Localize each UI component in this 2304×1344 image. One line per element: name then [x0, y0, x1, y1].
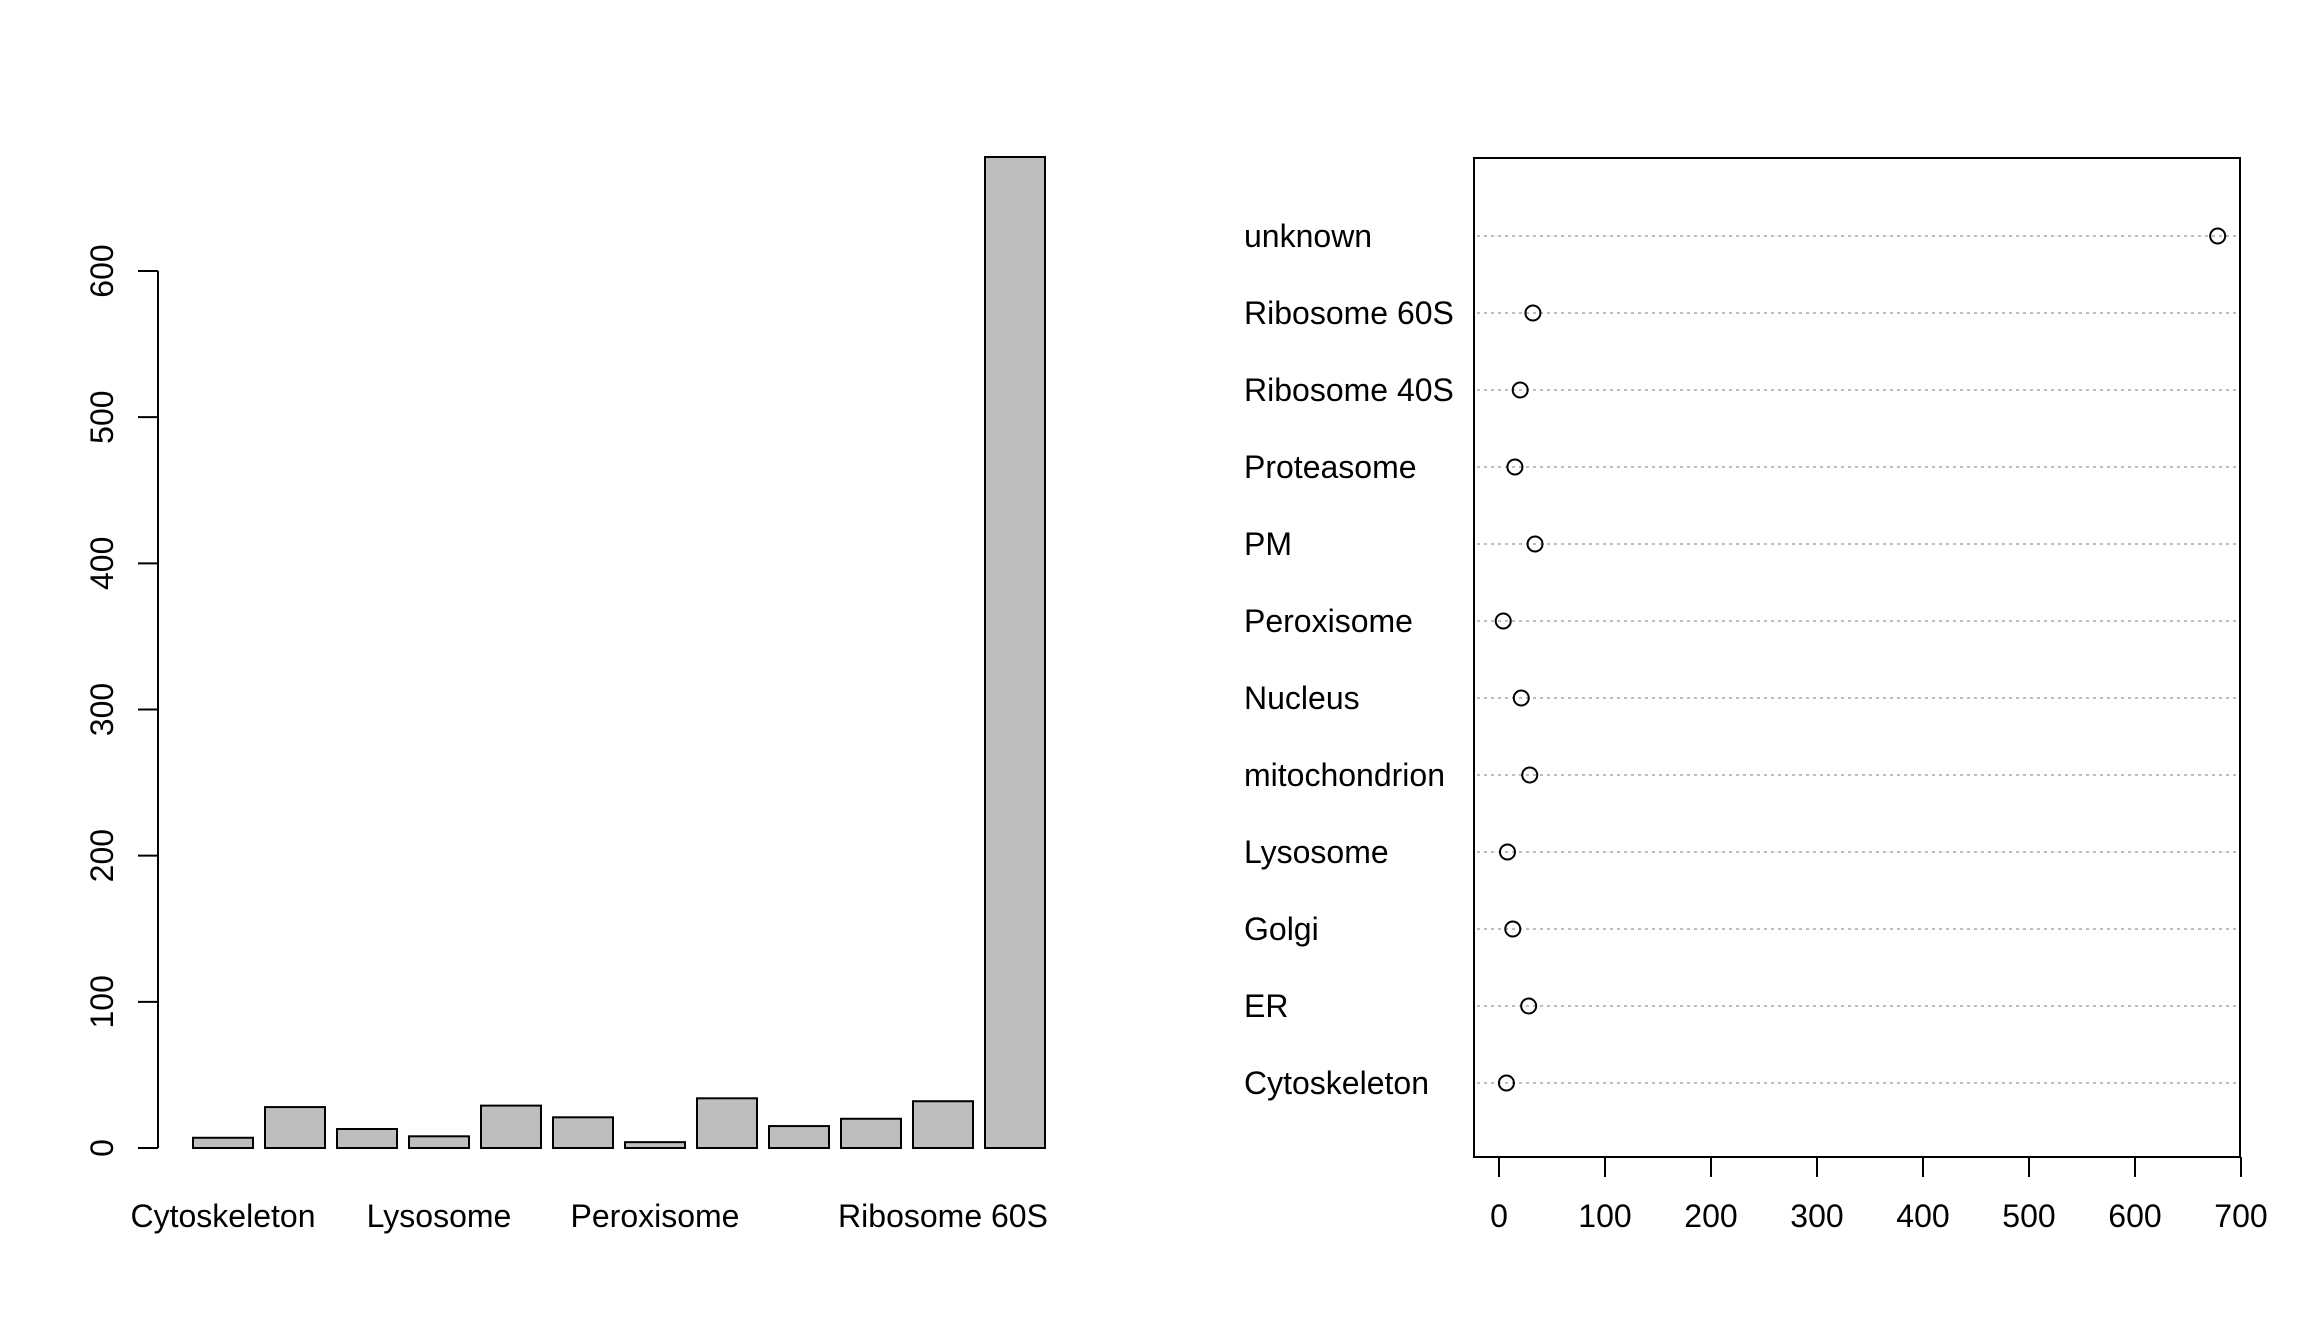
bars: [192, 155, 1046, 1150]
point-mitochondrion: [1521, 766, 1539, 784]
x-tick-label: 400: [1896, 1198, 1949, 1234]
bar-proteasome: [768, 1125, 830, 1149]
plot-frame: [1473, 157, 2241, 1158]
y-tick-label: 100: [84, 975, 120, 1028]
category-label: Nucleus: [1244, 680, 1360, 716]
category-label: Lysosome: [1244, 834, 1389, 870]
category-labels: unknown Ribosome 60S Ribosome 40S Proteasom…: [1244, 218, 1454, 1101]
category-label: Peroxisome: [1244, 603, 1413, 639]
category-label: mitochondrion: [1244, 757, 1445, 793]
bar-lysosome: [408, 1135, 470, 1149]
bar-peroxisome: [624, 1141, 686, 1149]
point-golgi: [1504, 920, 1522, 938]
point-lysosome: [1498, 843, 1516, 861]
x-tick-label: 100: [1578, 1198, 1631, 1234]
category-label: Ribosome 40S: [1244, 372, 1454, 408]
category-label: Proteasome: [1244, 449, 1417, 485]
category-label: Cytoskeleton: [1244, 1065, 1429, 1101]
bar-chart-panel: 0 100 200 300 400 500 600 Cytoskeleton Lysosome…: [84, 155, 1048, 1234]
bar-cytoskeleton: [192, 1136, 254, 1149]
point-nucleus: [1512, 689, 1530, 707]
y-tick-label: 500: [84, 390, 120, 443]
x-tick-label: Cytoskeleton: [131, 1198, 316, 1234]
y-tick-label: 400: [84, 537, 120, 590]
category-label: ER: [1244, 988, 1288, 1024]
point-cytoskeleton: [1497, 1074, 1515, 1092]
grid-lines: [1477, 235, 2238, 1084]
x-tick-label: Ribosome 60S: [838, 1198, 1048, 1234]
x-tick-label: 0: [1490, 1198, 1508, 1234]
category-label: Golgi: [1244, 911, 1319, 947]
x-tick-label: 500: [2002, 1198, 2055, 1234]
x-axis-ticks: 0 100 200 300 400 500 600 700: [1490, 1157, 2268, 1234]
point-unknown: [2209, 227, 2227, 245]
category-label: PM: [1244, 526, 1292, 562]
point-ribosome-60s: [1524, 304, 1542, 322]
bar-pm: [696, 1097, 758, 1150]
point-proteasome: [1506, 458, 1524, 476]
y-tick-label: 200: [84, 829, 120, 882]
y-tick-label: 300: [84, 683, 120, 736]
bar-unknown: [984, 155, 1046, 1150]
point-pm: [1526, 535, 1544, 553]
bar-er: [264, 1106, 326, 1150]
category-label: Ribosome 60S: [1244, 295, 1454, 331]
y-tick-label: 0: [84, 1139, 120, 1157]
point-er: [1520, 997, 1538, 1015]
x-tick-label: Lysosome: [367, 1198, 512, 1234]
x-tick-label: Peroxisome: [571, 1198, 740, 1234]
x-tick-label: 200: [1684, 1198, 1737, 1234]
y-tick-label: 600: [84, 244, 120, 297]
bar-mitochondrion: [480, 1104, 542, 1150]
x-tick-label: 700: [2214, 1198, 2267, 1234]
bar-nucleus: [552, 1116, 614, 1150]
bar-golgi: [336, 1127, 398, 1149]
points: [1494, 227, 2227, 1092]
x-tick-label: 600: [2108, 1198, 2161, 1234]
category-label: unknown: [1244, 218, 1372, 254]
bar-ribosome-60s: [912, 1100, 974, 1150]
point-ribosome-40s: [1511, 381, 1529, 399]
dot-chart-panel: unknown Ribosome 60S Ribosome 40S Proteasom…: [1244, 157, 2268, 1234]
y-axis-ticks: 0 100 200 300 400 500 600: [84, 244, 158, 1157]
x-tick-label: 300: [1790, 1198, 1843, 1234]
point-peroxisome: [1494, 612, 1512, 630]
bar-ribosome-40s: [840, 1117, 902, 1150]
x-axis-labels: Cytoskeleton Lysosome Peroxisome Ribosome 6…: [131, 1198, 1048, 1234]
